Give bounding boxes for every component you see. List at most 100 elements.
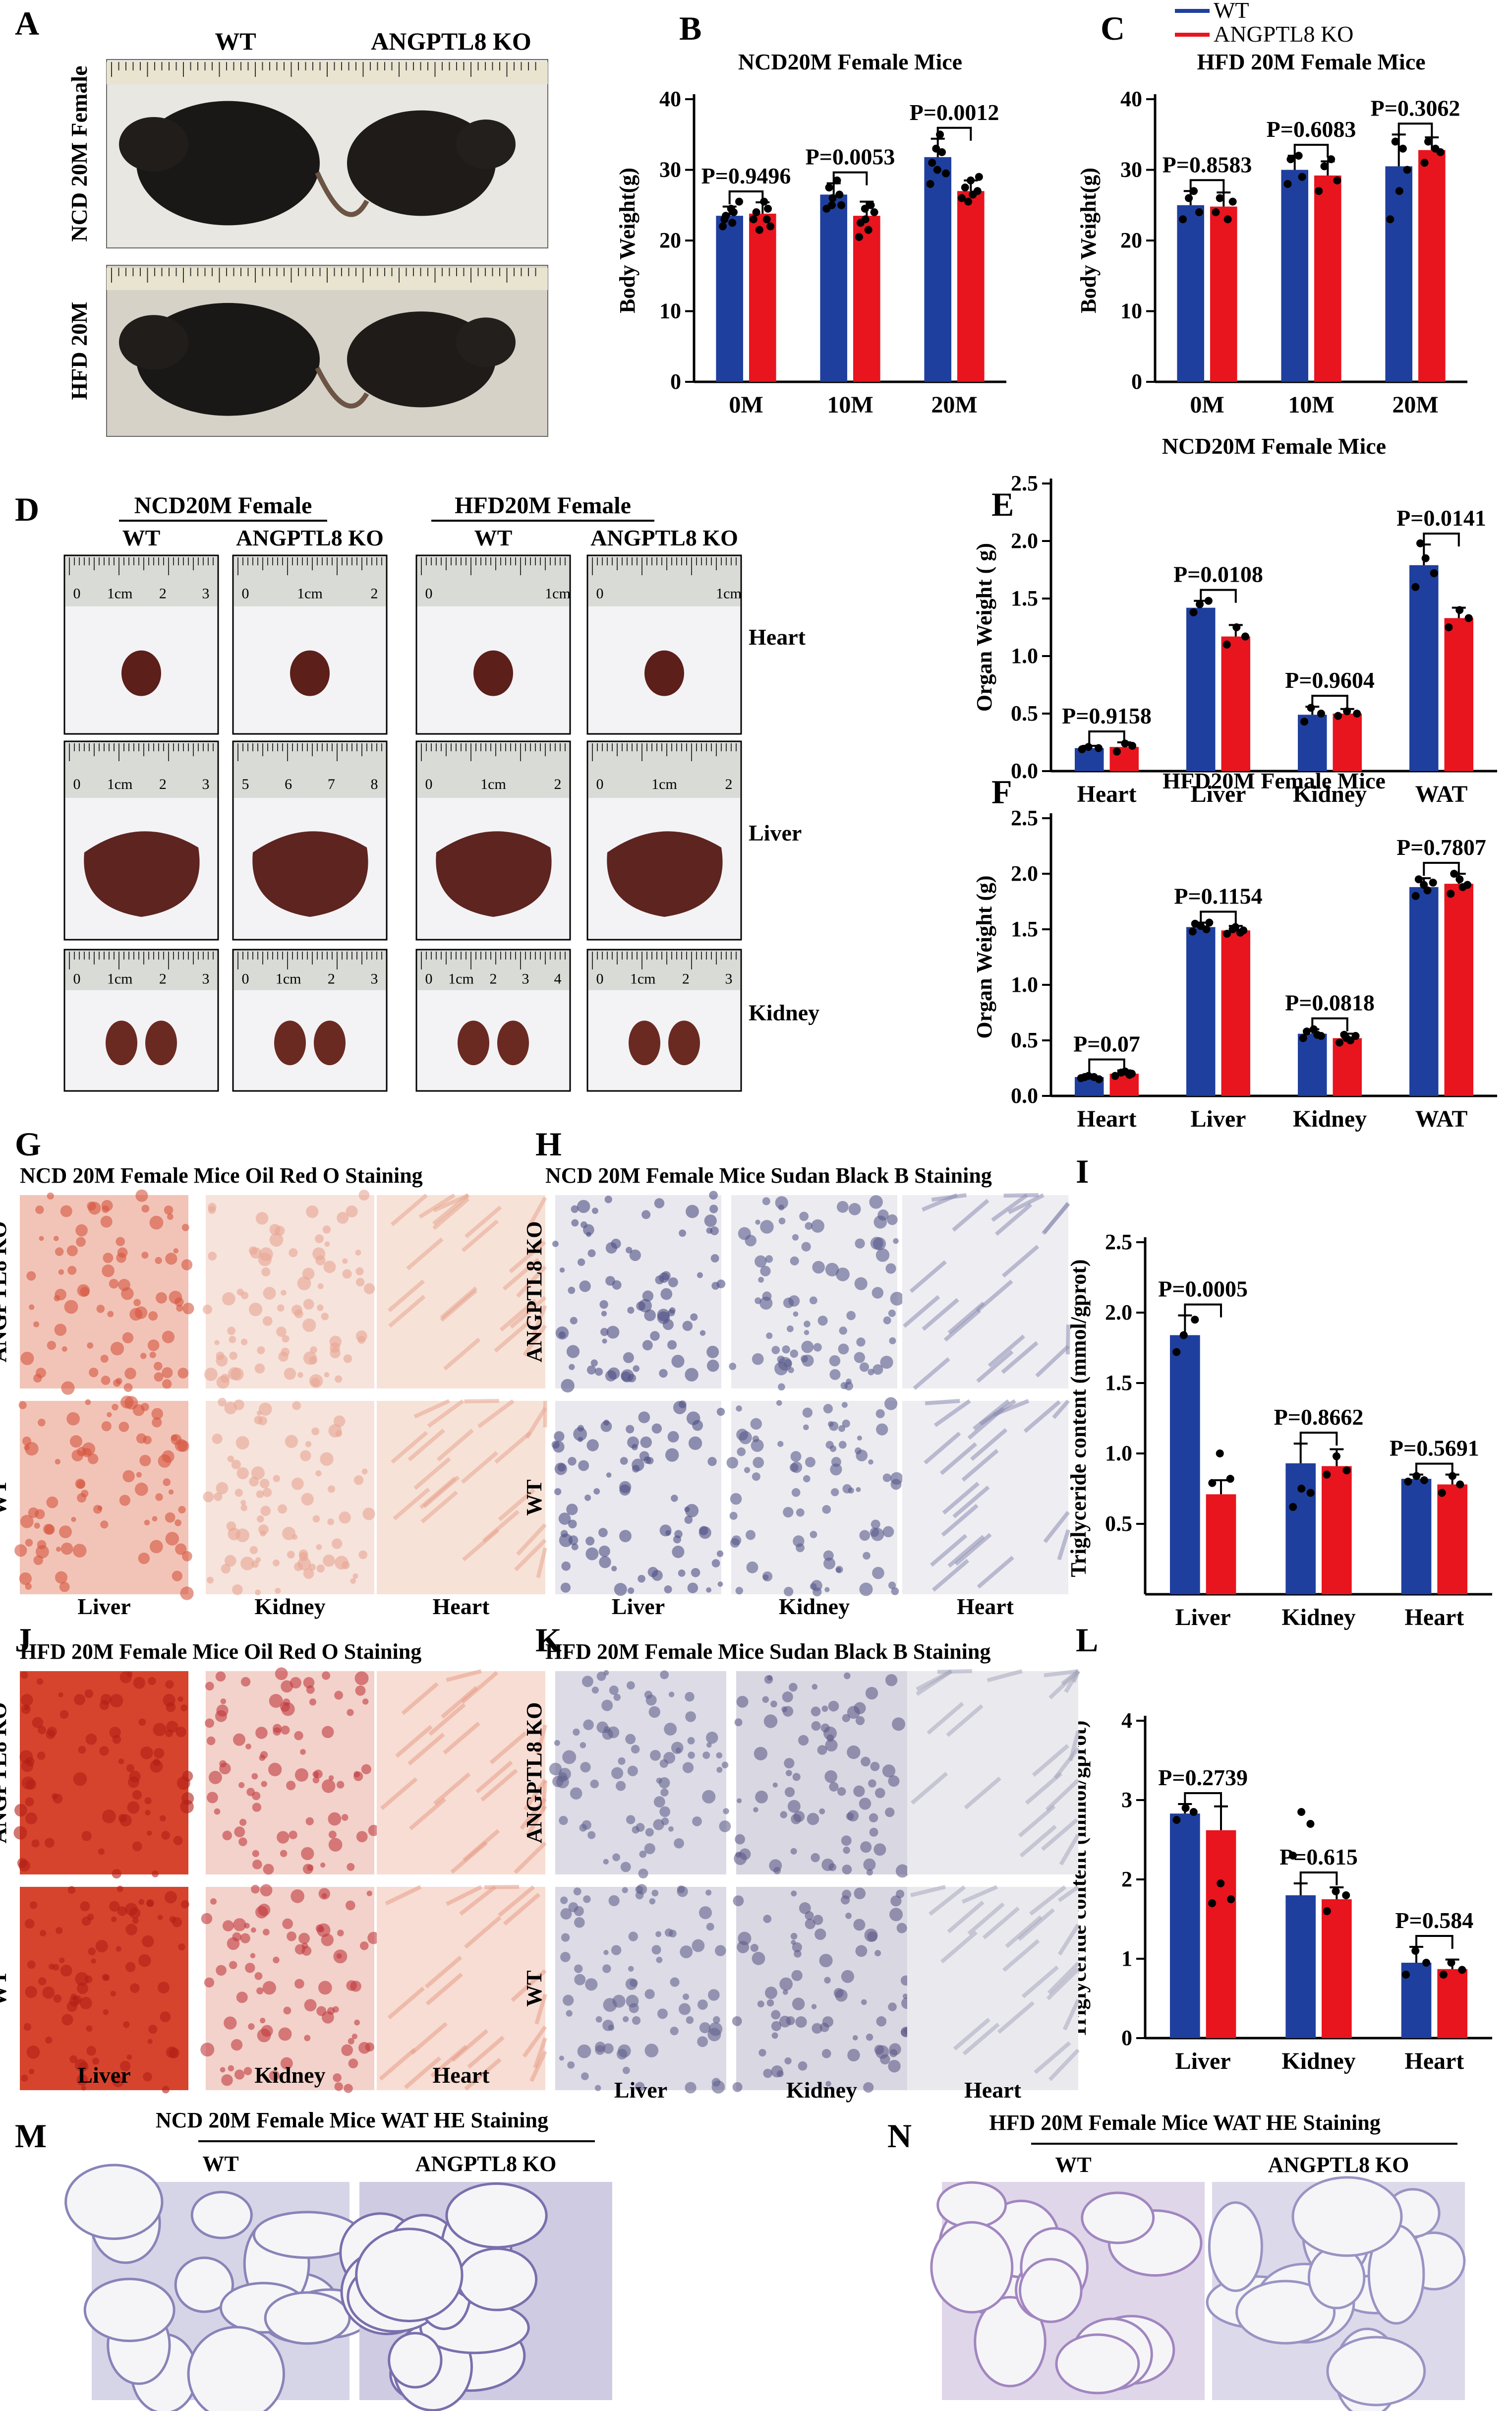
ruler-text: 1cm	[716, 585, 742, 602]
tissue-dot	[110, 1990, 116, 1996]
tissue-dot	[260, 1506, 271, 1516]
tissue-dot	[679, 1400, 687, 1408]
tissue-dot	[144, 1519, 150, 1526]
tissue-dot	[783, 1297, 794, 1308]
tissue-dot	[801, 1242, 811, 1252]
tissue-dot	[805, 1222, 813, 1230]
tissue-dot	[807, 1812, 819, 1825]
tissue-dot	[559, 1815, 568, 1825]
tissue-fiber	[404, 2056, 442, 2090]
tissue-dot	[234, 2069, 245, 2080]
y-tick-label: 2.5	[1105, 1230, 1132, 1254]
tissue-dot	[333, 2073, 342, 2082]
col-label-ko: ANGPTL8 KO	[371, 27, 531, 55]
x-tick-label: WAT	[1415, 781, 1468, 807]
tissue-dot	[868, 1459, 873, 1465]
tissue-dot	[259, 1402, 272, 1416]
tissue-dot	[716, 1752, 723, 1759]
panel-letter-h: H	[535, 1125, 562, 1163]
y-tick-label: 30	[1120, 158, 1142, 182]
tissue-dot	[126, 2054, 132, 2060]
y-tick-label: 1	[1121, 1946, 1132, 1971]
data-point	[1195, 208, 1203, 216]
tissue-dot	[335, 1375, 343, 1383]
tissue-dot	[157, 1915, 163, 1920]
tissue-dot	[74, 2059, 87, 2071]
data-point	[1334, 712, 1342, 720]
tissue-dot	[165, 1680, 174, 1689]
col-label: Liver	[77, 1594, 130, 1619]
tissue-dot	[578, 1460, 589, 1471]
tissue-dot	[18, 1860, 30, 1872]
tissue-fiber	[406, 1237, 444, 1270]
y-tick-label: 10	[659, 299, 681, 323]
tissue-dot	[558, 1331, 566, 1338]
tissue-dot	[138, 1552, 150, 1565]
tissue-dot	[258, 1416, 267, 1426]
tissue-dot	[601, 1311, 607, 1317]
tissue-dot	[337, 1781, 345, 1789]
tissue-dot	[723, 1808, 729, 1814]
ruler-text: 0	[596, 970, 604, 987]
tissue-dot	[67, 1266, 77, 1275]
tissue-dot	[637, 1884, 647, 1895]
tissue-dot	[784, 2057, 792, 2065]
tissue-dot	[688, 1751, 695, 1759]
tissue-dot	[802, 1354, 814, 1367]
liver	[252, 831, 368, 917]
micrograph	[907, 1671, 1078, 1874]
data-point	[1351, 1032, 1360, 1040]
tissue-fiber	[924, 1432, 961, 1465]
ruler-text: 0	[596, 776, 604, 792]
tissue-dot	[893, 1238, 899, 1244]
col-label: Kidney	[786, 2077, 857, 2103]
data-point	[1302, 1027, 1311, 1036]
tissue-dot	[730, 1493, 742, 1505]
tissue-dot	[347, 1709, 354, 1716]
histology-g: NCD 20M Female Mice Oil Red O StainingAN…	[0, 1163, 547, 1619]
tissue-dot	[620, 1862, 631, 1872]
tissue-dot	[627, 1765, 638, 1776]
data-point	[722, 212, 730, 220]
ruler-text: 2	[725, 776, 733, 792]
tissue-dot	[754, 1747, 768, 1760]
tissue-dot	[81, 1490, 89, 1498]
tissue-dot	[558, 1512, 571, 1525]
ruler-text: 3	[202, 585, 210, 602]
tissue-fiber	[952, 1199, 989, 1232]
tissue-dot	[293, 1562, 303, 1571]
tissue-dot	[594, 2085, 601, 2091]
tissue-dot	[644, 1309, 656, 1322]
data-point	[861, 204, 869, 213]
tissue-dot	[626, 1425, 635, 1434]
tissue-dot	[752, 1952, 765, 1965]
tissue-dot	[863, 1552, 871, 1560]
tissue-dot	[71, 1449, 84, 1462]
tissue-fiber	[461, 1219, 499, 1253]
tissue-dot	[853, 1919, 866, 1931]
ruler-text: 2	[554, 776, 562, 792]
tissue-dot	[552, 1240, 559, 1247]
tissue-fiber	[942, 1482, 980, 1515]
tissue-dot	[233, 1733, 245, 1746]
p-value-label: P=0.0818	[1285, 990, 1375, 1016]
tissue-dot	[255, 1589, 261, 1596]
kidney	[106, 1021, 137, 1066]
tissue-dot	[812, 2023, 822, 2034]
tissue-dot	[358, 2042, 370, 2054]
tissue-dot	[60, 1542, 73, 1555]
tissue-dot	[321, 1726, 334, 1739]
tissue-dot	[216, 1482, 229, 1495]
tissue-dot	[180, 1586, 194, 1600]
tissue-dot	[178, 1943, 185, 1951]
tissue-dot	[149, 1540, 163, 1554]
tissue-dot	[126, 1764, 135, 1772]
tissue-dot	[297, 1276, 311, 1290]
tissue-dot	[888, 1581, 896, 1589]
tissue-fiber	[1007, 1193, 1045, 1214]
tissue-dot	[234, 1489, 243, 1497]
tissue-dot	[277, 1304, 285, 1312]
tissue-dot	[346, 1205, 358, 1217]
tissue-dot	[582, 1820, 591, 1830]
tissue-dot	[716, 1550, 724, 1557]
